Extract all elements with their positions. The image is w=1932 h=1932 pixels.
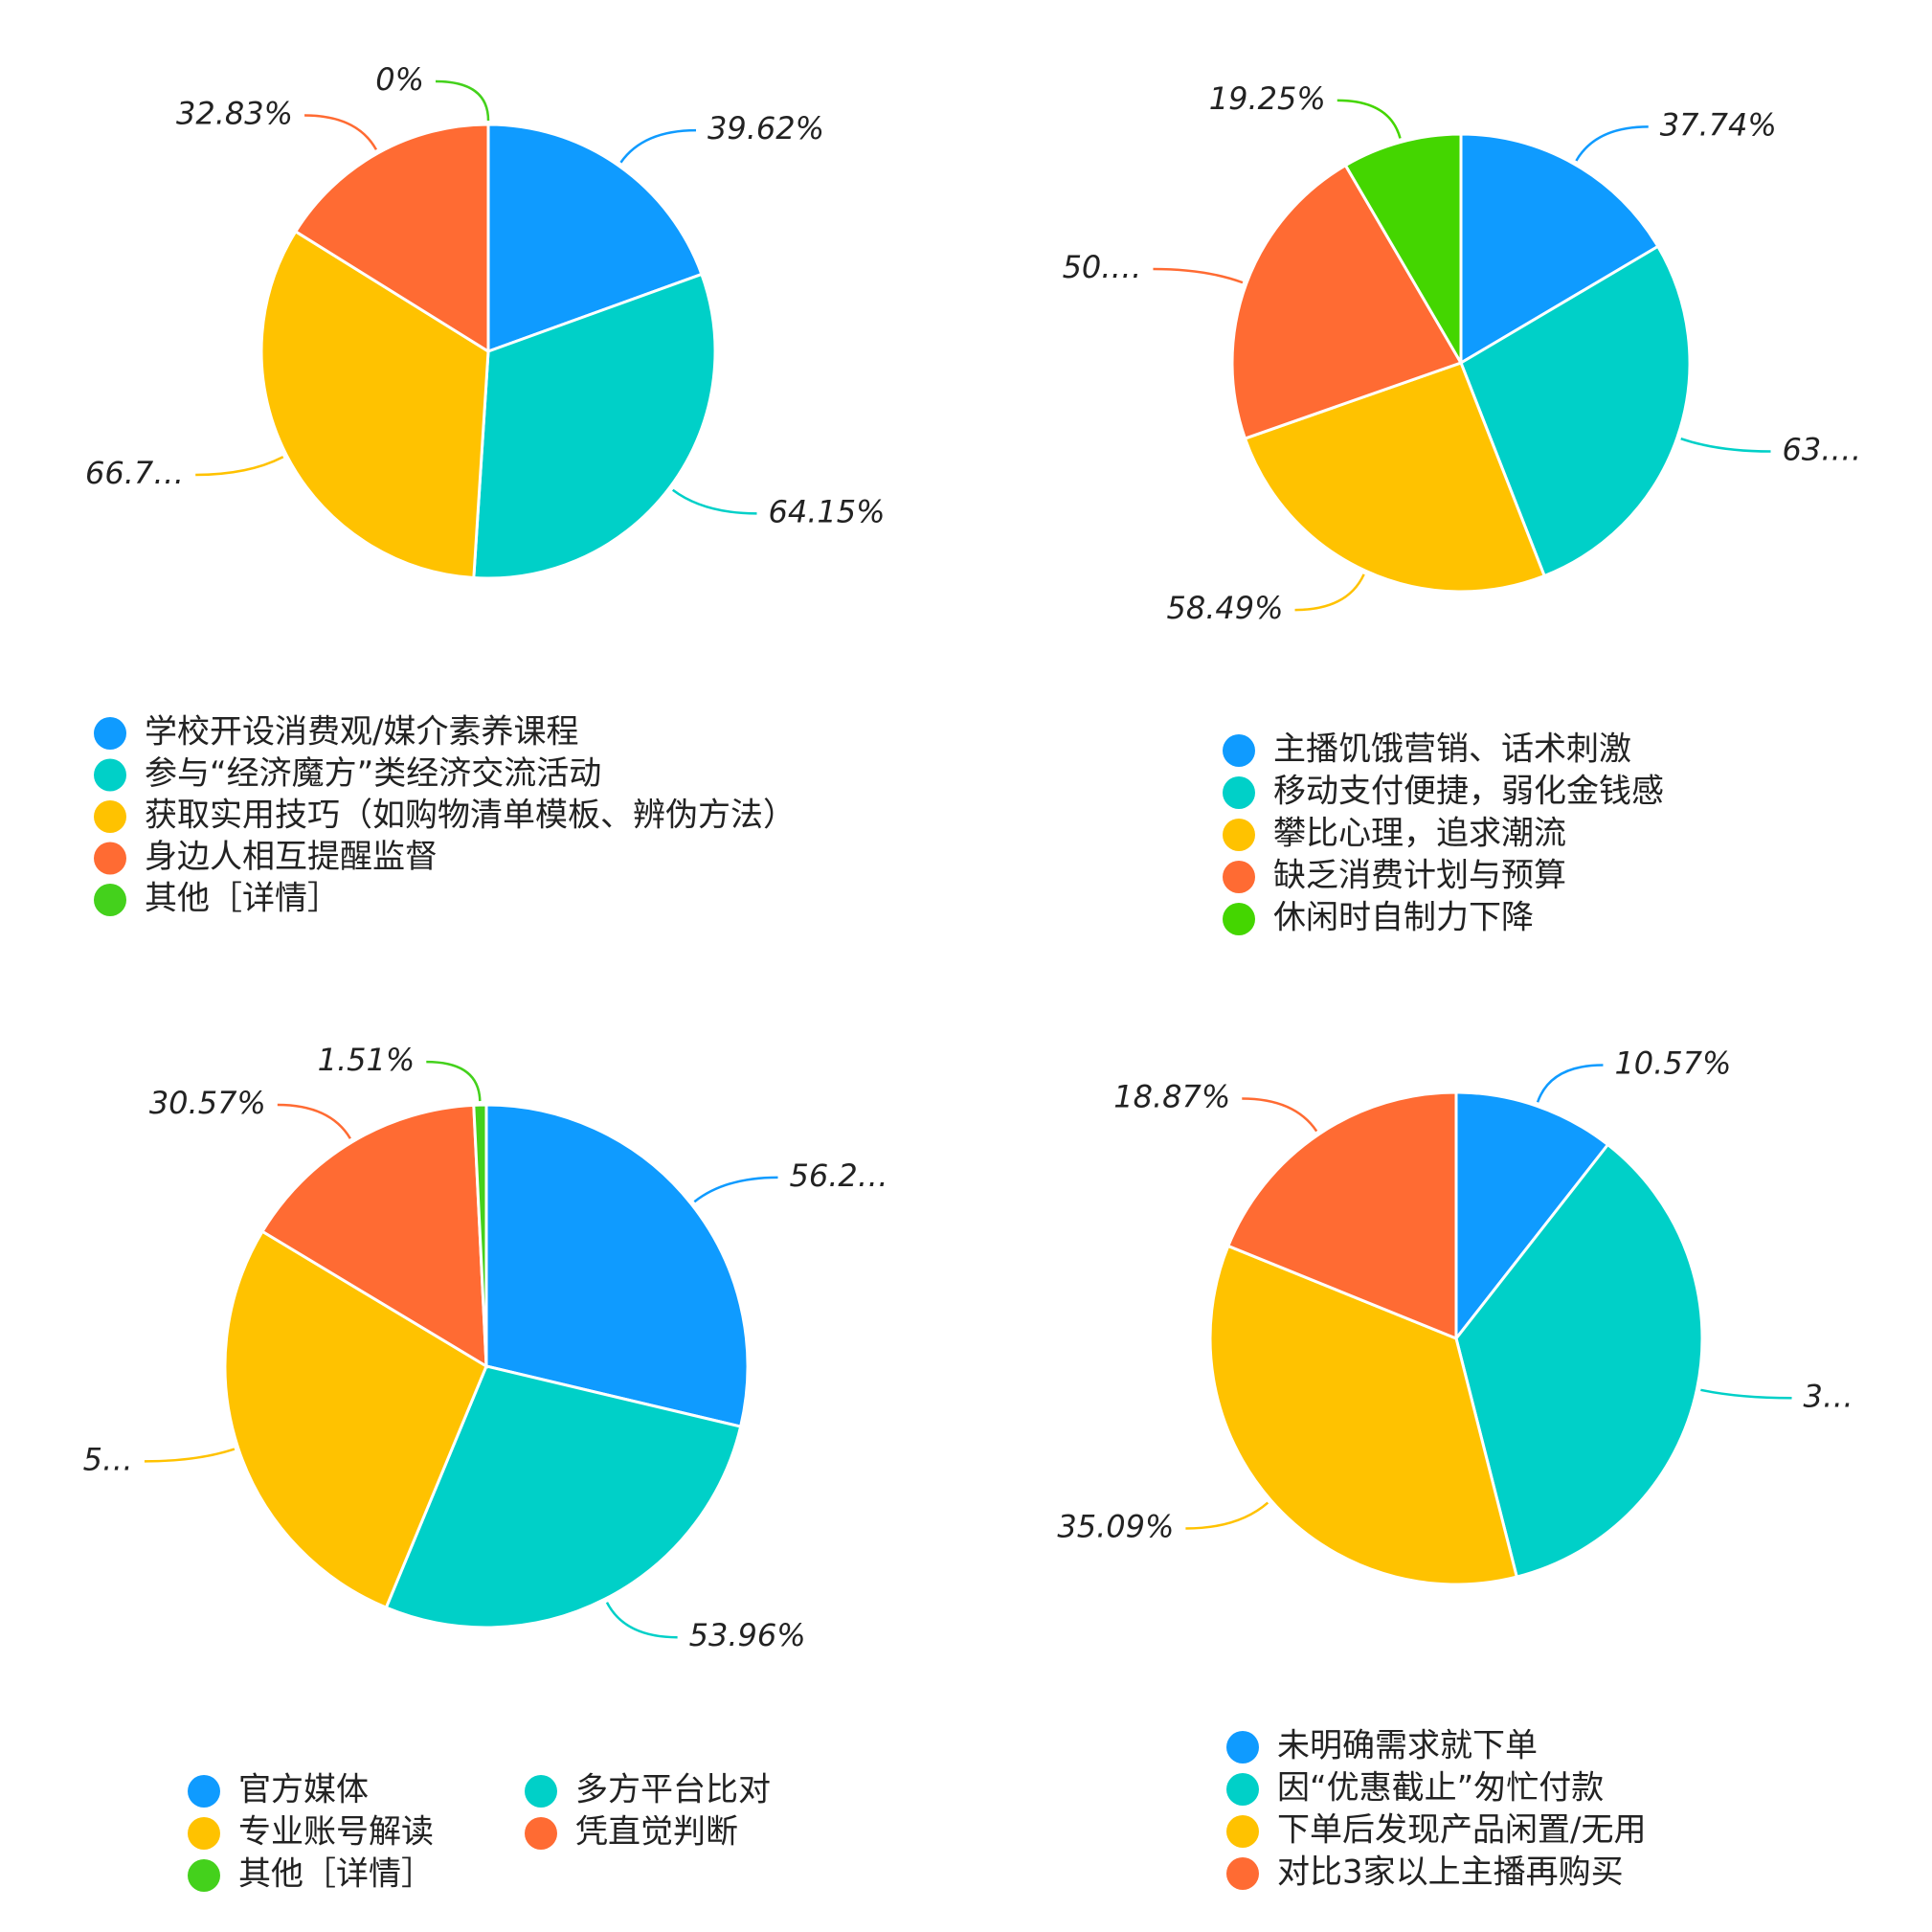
legend-swatch	[188, 1859, 220, 1892]
legend-swatch	[525, 1817, 557, 1850]
legend-swatch	[188, 1817, 220, 1850]
data-label: 66.7…	[85, 455, 184, 491]
legend-label: 官方媒体	[238, 1771, 369, 1809]
data-label: 19.25%	[1209, 80, 1326, 117]
pie-slice	[259, 229, 490, 580]
legend-swatch	[94, 758, 126, 792]
legend-label: 移动支付便捷，弱化金钱感	[1273, 773, 1664, 811]
pie-slice	[1243, 361, 1547, 594]
pie-slice	[486, 123, 704, 354]
data-label: 50.…	[1063, 249, 1142, 285]
data-label: 63.…	[1783, 432, 1862, 468]
data-label: 32.83%	[176, 95, 293, 131]
pie-slice	[1454, 1142, 1704, 1579]
legend-swatch	[94, 842, 126, 875]
leader-line	[1575, 125, 1649, 162]
data-label: 1.51%	[318, 1042, 416, 1078]
leader-line	[144, 1448, 236, 1463]
legend-label: 下单后发现产品闲置/无用	[1277, 1811, 1646, 1850]
legend-label: 攀比心理，追求潮流	[1273, 815, 1566, 853]
leader-line	[1700, 1388, 1792, 1400]
leader-line	[1536, 1064, 1604, 1103]
legend-label: 凭直觉判断	[575, 1813, 738, 1852]
leader-line	[304, 114, 378, 150]
leader-line	[1242, 1097, 1318, 1133]
data-label: 3…	[1804, 1378, 1853, 1414]
legend-label: 专业账号解读	[238, 1813, 434, 1852]
data-label: 35.09%	[1057, 1509, 1174, 1545]
legend-label: 获取实用技巧（如购物清单模板、辨伪方法）	[145, 797, 796, 835]
leader-line	[426, 1060, 482, 1102]
pie-slice	[1459, 244, 1692, 578]
legend-swatch	[1223, 861, 1255, 893]
legend-label: 其他［详情］	[145, 880, 340, 918]
legend-label: 休闲时自制力下降	[1273, 899, 1534, 937]
data-label: 0%	[375, 61, 424, 98]
legend-swatch	[188, 1775, 220, 1808]
leader-line	[619, 128, 697, 164]
legend-swatch	[1223, 734, 1255, 767]
pie-slice	[260, 1103, 488, 1369]
data-label: 58.49%	[1167, 590, 1284, 626]
pie-slice	[1459, 132, 1660, 366]
pie-slice	[472, 272, 717, 580]
legend-swatch	[94, 800, 126, 833]
leader-line	[1680, 437, 1771, 453]
leader-line	[1294, 573, 1365, 612]
legend-swatch	[1226, 1857, 1259, 1890]
legend-label: 未明确需求就下单	[1277, 1727, 1538, 1765]
legend-swatch	[94, 884, 126, 916]
legend-swatch	[1223, 903, 1255, 935]
legend-swatch	[1226, 1815, 1259, 1848]
data-label: 18.87%	[1113, 1079, 1230, 1115]
legend-label: 缺乏消费计划与预算	[1273, 857, 1566, 895]
leader-line	[277, 1103, 351, 1139]
pie-slice	[1225, 1090, 1458, 1341]
legend-swatch	[94, 717, 126, 750]
pie-slice	[484, 1103, 750, 1428]
legend-label: 学校开设消费观/媒介素养课程	[145, 713, 578, 752]
legend-swatch	[1223, 819, 1255, 851]
legend-swatch	[1223, 776, 1255, 809]
leader-line	[693, 1176, 778, 1203]
legend-label: 身边人相互提醒监督	[145, 838, 438, 876]
data-label: 5…	[83, 1441, 133, 1477]
pie-slice	[293, 123, 490, 354]
pie-slice	[1208, 1244, 1519, 1586]
leader-line	[1185, 1501, 1269, 1530]
pie-slice	[1343, 132, 1463, 369]
pie-slice	[472, 1103, 488, 1367]
pie-slice	[1454, 1090, 1610, 1343]
legend-swatch	[525, 1775, 557, 1808]
legend-swatch	[1226, 1731, 1259, 1764]
legend-label: 因“优惠截止”匆忙付款	[1277, 1769, 1604, 1808]
pie-slice	[384, 1364, 743, 1629]
legend-label: 其他［详情］	[238, 1855, 434, 1894]
data-label: 30.57%	[149, 1085, 266, 1121]
pie-slice	[1230, 163, 1464, 440]
legend-label: 多方平台比对	[575, 1771, 771, 1809]
data-label: 64.15%	[769, 493, 886, 529]
legend-label: 主播饥饿营销、话术刺激	[1273, 730, 1631, 769]
legend-label: 对比3家以上主播再购买	[1277, 1853, 1624, 1892]
leader-line	[1337, 99, 1402, 139]
leader-line	[195, 456, 284, 477]
leader-line	[1153, 267, 1244, 284]
data-label: 37.74%	[1660, 106, 1777, 143]
data-label: 10.57%	[1614, 1045, 1731, 1081]
legend-label: 参与“经济魔方”类经济交流活动	[145, 754, 601, 793]
legend-swatch	[1226, 1773, 1259, 1806]
leader-line	[671, 488, 757, 515]
data-label: 56.2…	[789, 1157, 887, 1194]
data-label: 53.96%	[689, 1617, 806, 1653]
leader-line	[605, 1602, 678, 1639]
pie-slice	[223, 1229, 488, 1610]
data-label: 39.62%	[708, 110, 824, 146]
leader-line	[435, 79, 490, 122]
